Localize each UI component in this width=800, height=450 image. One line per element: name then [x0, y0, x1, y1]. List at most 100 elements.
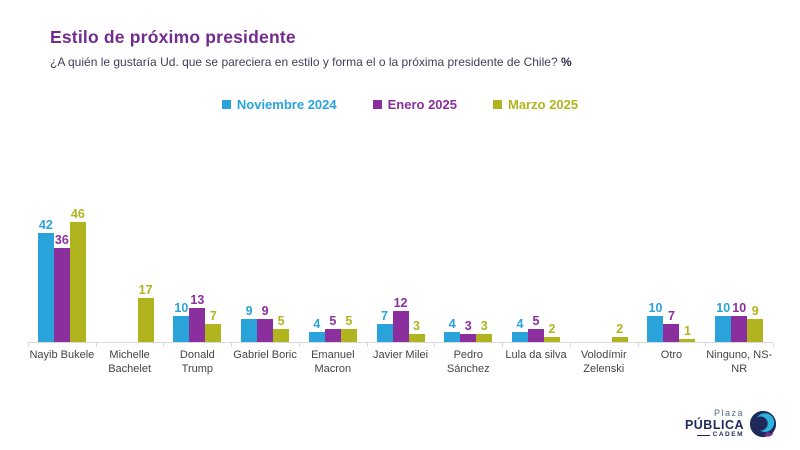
legend-swatch-icon [221, 100, 231, 109]
bar [392, 310, 409, 342]
bar [647, 316, 664, 342]
bar-slot: 4 [308, 317, 325, 342]
bar-group: 17 [96, 200, 164, 342]
bar-slot: 9 [257, 304, 274, 342]
axis-tick [637, 343, 639, 347]
category-label: Pedro Sánchez [446, 349, 490, 376]
bar-slot: 46 [69, 207, 86, 342]
bar [408, 334, 425, 342]
bar-value-label: 9 [245, 303, 253, 318]
bar [444, 331, 461, 342]
bar-value-label: 10 [716, 301, 731, 315]
bar [512, 331, 528, 342]
category-label: Gabriel Boric [233, 349, 297, 361]
bar-value-label: 13 [190, 293, 205, 308]
subtitle-text: ¿A quién le gustaría Ud. que se parecier… [50, 55, 558, 69]
bar-slot: 3 [476, 319, 493, 342]
bar-value-label: 5 [329, 314, 337, 328]
bar [257, 318, 274, 342]
bar [528, 329, 544, 342]
category-label: Michelle Bachelet [108, 349, 151, 376]
category-label: Nayib Bukele [29, 349, 95, 361]
axis-tick [163, 343, 165, 347]
legend-label: Marzo 2025 [508, 97, 579, 112]
bar-slot: 10 [647, 301, 664, 342]
bar [137, 297, 154, 342]
bar [324, 329, 341, 342]
axis-tick [366, 343, 368, 347]
bar-slot: 9 [747, 304, 764, 342]
bar [189, 308, 206, 342]
bar [340, 329, 357, 342]
bar-slot: 10 [731, 301, 748, 342]
bar-value-label: 10 [648, 301, 663, 315]
bar [173, 316, 190, 342]
axis-tick [28, 343, 29, 347]
plot-area: 42 36 46 17 10 13 7 9 9 5 4 5 5 7 12 3 4 3 3 4 5 2 2 10 7 1 10 10 9 [28, 200, 774, 347]
bar-value-label: 4 [516, 316, 524, 331]
bar-value-label: 5 [345, 314, 353, 328]
legend-swatch-icon [493, 100, 502, 109]
axis-tick [231, 343, 233, 347]
legend-item: Marzo 2025 [493, 97, 578, 112]
bar-value-label: 4 [448, 316, 456, 331]
bar-value-label: 10 [174, 301, 189, 315]
bar-slot: 3 [460, 319, 477, 342]
bar-value-label: 4 [313, 316, 321, 331]
bar-slot: 13 [189, 293, 206, 342]
category-label: Lula da silva [505, 349, 567, 361]
bar-slot: 5 [273, 314, 290, 342]
category-label: Javier Milei [373, 349, 429, 361]
bar-slot: 7 [663, 309, 680, 342]
bar-value-label: 7 [667, 308, 675, 323]
bar-group: 2 [570, 200, 638, 342]
bar-group: 10 7 1 [638, 200, 706, 342]
bar-slot: 3 [408, 319, 425, 342]
bar-value-label: 9 [261, 303, 269, 318]
bar [544, 336, 560, 342]
bar-slot: 36 [53, 233, 70, 342]
bar [241, 318, 258, 342]
axis-tick [502, 343, 504, 347]
category-axis: Nayib Bukele Michelle Bachelet Donald Trum… [28, 343, 773, 377]
bar-value-label: 3 [480, 319, 488, 334]
bar-group: 42 36 46 [28, 200, 96, 342]
bar [53, 248, 70, 342]
logo-cadem-label: CADEM [685, 431, 744, 439]
bar-value-label: 5 [532, 314, 540, 328]
bar-slot: 17 [137, 283, 154, 342]
legend-item: Noviembre 2024 [221, 97, 337, 112]
bar-chart: 42 36 46 17 10 13 7 9 9 5 4 5 5 7 12 3 4 3 3 4 5 2 2 10 7 1 10 10 9 … [28, 200, 774, 377]
bar-slot: 4 [444, 317, 461, 342]
bar-slot: 7 [205, 309, 222, 342]
bar [715, 316, 732, 342]
category-label: Otro [660, 349, 683, 361]
bar-value-label: 9 [751, 303, 759, 318]
axis-tick [298, 343, 300, 347]
bar-slot: 9 [241, 304, 258, 342]
bar [376, 323, 393, 342]
category-label: Emanuel Macron [311, 349, 355, 376]
bar-value-label: 5 [277, 314, 285, 328]
bar-slot: 42 [37, 218, 54, 342]
logo-divider-line [696, 434, 710, 437]
category-label: Volodímir Zelenski [580, 349, 627, 376]
logo-plaza-label: Plaza [713, 408, 744, 419]
bar-slot: 1 [679, 324, 696, 342]
bar [37, 232, 54, 342]
legend-swatch-icon [372, 100, 382, 109]
bar [476, 334, 493, 342]
category-label: Ninguno, NS- NR [706, 349, 773, 376]
subtitle-percent: % [560, 55, 572, 69]
bar-slot: 5 [528, 314, 544, 342]
bar [731, 316, 748, 342]
bar-value-label: 2 [616, 321, 624, 336]
bar-slot: 4 [512, 317, 528, 342]
bar-slot: 7 [376, 309, 393, 342]
bar-group: 7 12 3 [367, 200, 435, 342]
cadem-circle-icon [749, 410, 777, 438]
bar-value-label: 3 [464, 319, 472, 334]
